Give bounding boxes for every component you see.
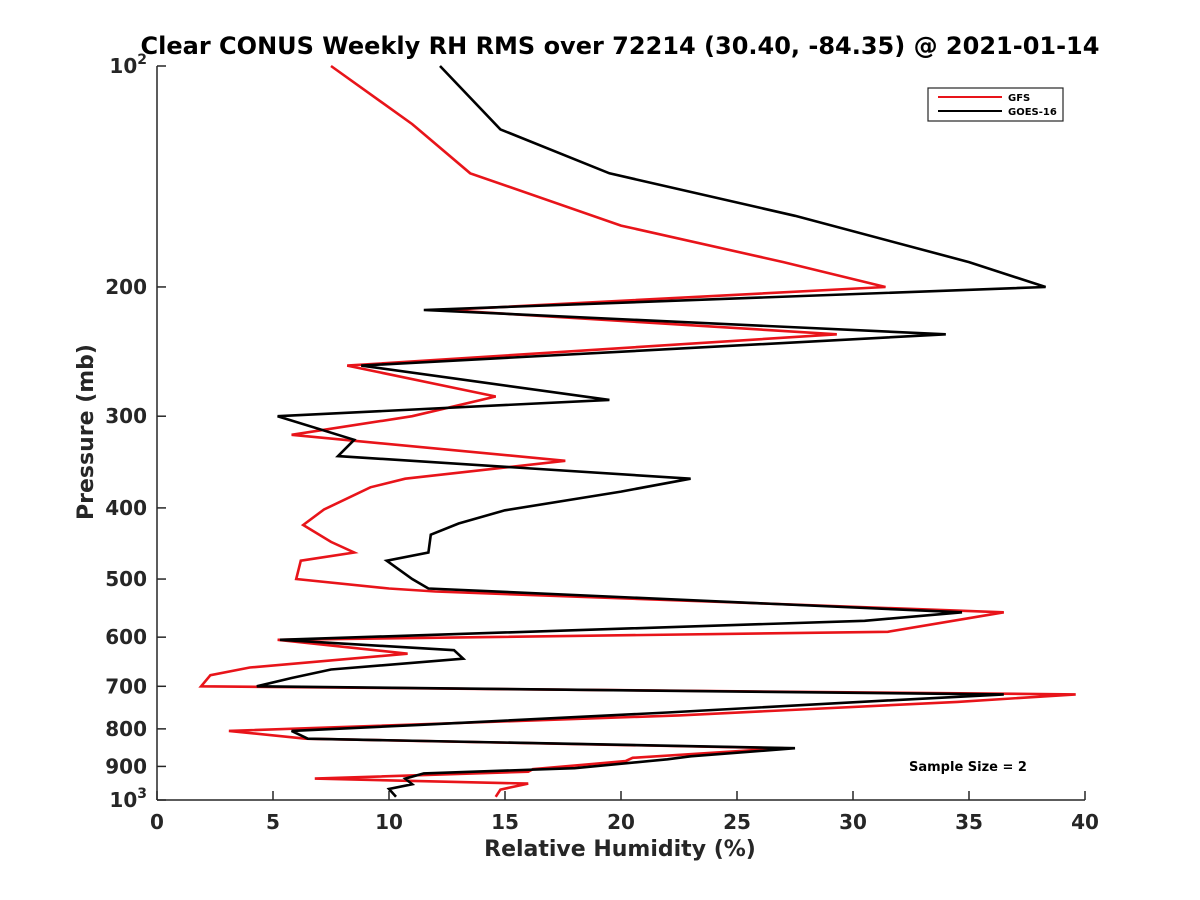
- x-tick-label: 25: [723, 810, 751, 834]
- sample-size-annotation: Sample Size = 2: [909, 760, 1027, 775]
- x-axis: 0 5 10 15 20 25 30 35 40: [150, 791, 1099, 834]
- y-axis: 102 200 300 400 500 600 700 800 900 103: [105, 52, 166, 812]
- series-lines: [198, 64, 1076, 798]
- x-tick-label: 35: [955, 810, 983, 834]
- y-axis-label: Pressure (mb): [74, 344, 99, 520]
- legend: GFS GOES-16: [927, 87, 1064, 122]
- x-tick-label: 0: [150, 810, 164, 834]
- legend-label-gfs: GFS: [1008, 93, 1030, 104]
- legend-box: [927, 87, 1064, 122]
- x-tick-label: 20: [607, 810, 635, 834]
- y-tick-label: 102: [109, 52, 147, 78]
- x-tick-label: 30: [839, 810, 867, 834]
- y-tick-label: 600: [105, 625, 147, 649]
- x-tick-label: 10: [375, 810, 403, 834]
- y-tick-label: 500: [105, 567, 147, 591]
- y-tick-label: 400: [105, 496, 147, 520]
- x-tick-label: 40: [1071, 810, 1099, 834]
- y-tick-label: 300: [105, 404, 147, 428]
- series-line-gfs: [198, 64, 1076, 798]
- y-tick-label: 103: [109, 786, 147, 812]
- y-tick-label: 700: [105, 674, 147, 698]
- x-axis-label: Relative Humidity (%): [484, 837, 756, 862]
- x-tick-label: 15: [491, 810, 519, 834]
- chart-title: Clear CONUS Weekly RH RMS over 72214 (30…: [141, 32, 1100, 60]
- y-tick-label: 200: [105, 275, 147, 299]
- series-line-goes16: [256, 65, 1047, 798]
- y-tick-label: 900: [105, 754, 147, 778]
- legend-label-goes16: GOES-16: [1008, 107, 1057, 118]
- y-tick-label: 800: [105, 717, 147, 741]
- x-tick-label: 5: [266, 810, 280, 834]
